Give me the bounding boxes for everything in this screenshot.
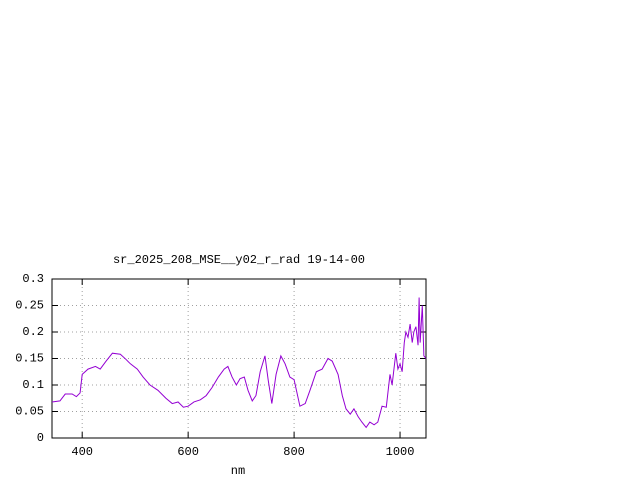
y-tick-label: 0.1 (22, 378, 44, 392)
y-tick-label: 0.2 (22, 325, 44, 339)
y-tick-label: 0 (37, 431, 44, 445)
x-tick-label: 400 (71, 445, 93, 459)
x-tick-label: 800 (283, 445, 305, 459)
y-tick-label: 0.3 (22, 272, 44, 286)
x-tick-label: 1000 (386, 445, 415, 459)
x-tick-label: 600 (177, 445, 199, 459)
x-axis-label: nm (231, 464, 245, 478)
y-tick-label: 0.25 (15, 299, 44, 313)
data-line (51, 297, 427, 429)
y-tick-label: 0.15 (15, 352, 44, 366)
y-tick-label: 0.05 (15, 405, 44, 419)
chart-title: sr_2025_208_MSE__y02_r_rad 19-14-00 (113, 253, 365, 267)
